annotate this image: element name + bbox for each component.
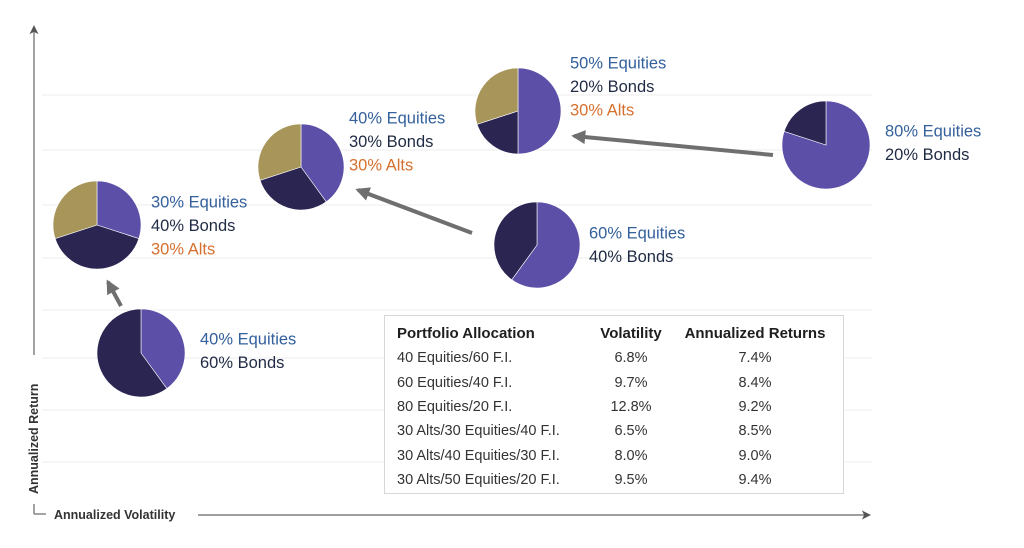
pie-label-equities: 60% Equities — [589, 224, 685, 242]
pie-slice-bonds — [96, 308, 168, 398]
arrow-60-40-to-40-30-30 — [355, 187, 473, 235]
pie-30-40-30 — [52, 180, 142, 270]
pie-label-equities: 50% Equities — [570, 54, 666, 72]
cell-allocation: 60 Equities/40 F.I. — [397, 374, 513, 391]
y-axis-title: Annualized Return — [27, 384, 41, 494]
pie-40-30-30 — [257, 123, 345, 211]
table-row: 40 Equities/60 F.I. 6.8% 7.4% — [397, 346, 835, 370]
table-row: 60 Equities/40 F.I. 9.7% 8.4% — [397, 370, 835, 394]
pie-80-20 — [781, 100, 871, 190]
cell-allocation: 30 Alts/40 Equities/30 F.I. — [397, 447, 560, 464]
pie-40-60 — [96, 308, 186, 398]
pie-label-equities: 30% Equities — [151, 193, 247, 211]
pie-label-bonds: 40% Bonds — [589, 248, 673, 266]
cell-allocation: 30 Alts/30 Equities/40 F.I. — [397, 423, 560, 440]
pie-slice-alts — [474, 67, 519, 125]
header-returns: Annualized Returns — [684, 324, 826, 342]
cell-returns: 9.4% — [738, 472, 772, 489]
pie-slice-equities — [517, 67, 562, 155]
cell-volatility: 12.8% — [610, 398, 652, 415]
transition-arrows — [106, 130, 774, 307]
stats-table: Portfolio Allocation Volatility Annualiz… — [397, 320, 835, 492]
cell-volatility: 9.7% — [614, 374, 648, 391]
cell-volatility: 6.8% — [614, 350, 648, 367]
cell-returns: 8.5% — [738, 423, 772, 440]
arrow-40-60-to-30-40-30 — [106, 279, 123, 307]
pie-label-bonds: 40% Bonds — [151, 217, 235, 235]
header-volatility: Volatility — [600, 324, 662, 342]
axes: Annualized Return Annualized Volatility — [27, 25, 871, 522]
pie-slice-equities — [140, 308, 186, 390]
table-row: 30 Alts/30 Equities/40 F.I. 6.5% 8.5% — [397, 419, 835, 443]
pie-slice-alts — [257, 123, 302, 181]
pie-label-bonds: 60% Bonds — [200, 354, 284, 372]
table-row: 80 Equities/20 F.I. 12.8% 9.2% — [397, 395, 835, 419]
pie-slice-equities — [511, 201, 581, 289]
pie-slice-bonds — [783, 100, 827, 146]
pie-label-alts: 30% Alts — [151, 240, 215, 258]
cell-returns: 7.4% — [738, 350, 772, 367]
cell-returns: 8.4% — [738, 374, 772, 391]
x-axis-title: Annualized Volatility — [54, 508, 175, 522]
cell-returns: 9.2% — [738, 398, 772, 415]
portfolio-pies: 40% Equities 60% Bonds 30% Equities 40% Bon… — [52, 54, 981, 398]
pie-slice-bonds — [476, 110, 519, 155]
pie-label-alts: 30% Alts — [349, 156, 413, 174]
pie-slice-bonds — [54, 224, 140, 270]
cell-volatility: 9.5% — [614, 472, 648, 489]
pie-label-alts: 30% Alts — [570, 101, 634, 119]
pie-slice-alts — [52, 180, 98, 239]
arrow-80-20-to-50-20-30 — [571, 130, 774, 157]
cell-volatility: 8.0% — [614, 447, 648, 464]
pie-label-bonds: 30% Bonds — [349, 133, 433, 151]
table-row: 30 Alts/50 Equities/20 F.I. 9.5% 9.4% — [397, 468, 835, 492]
pie-label-bonds: 20% Bonds — [570, 78, 654, 96]
pie-label-equities: 80% Equities — [885, 122, 981, 140]
cell-allocation: 80 Equities/20 F.I. — [397, 398, 513, 415]
pie-slice-equities — [96, 180, 142, 239]
pie-60-40 — [493, 201, 581, 289]
table-row: 30 Alts/40 Equities/30 F.I. 8.0% 9.0% — [397, 444, 835, 468]
stats-table-box: Portfolio Allocation Volatility Annualiz… — [384, 315, 844, 494]
pie-50-20-30 — [474, 67, 562, 155]
cell-allocation: 40 Equities/60 F.I. — [397, 350, 513, 367]
pie-label-bonds: 20% Bonds — [885, 146, 969, 164]
pie-label-equities: 40% Equities — [349, 109, 445, 127]
pie-label-equities: 40% Equities — [200, 330, 296, 348]
cell-allocation: 30 Alts/50 Equities/20 F.I. — [397, 472, 560, 489]
cell-volatility: 6.5% — [614, 423, 648, 440]
cell-returns: 9.0% — [738, 447, 772, 464]
pie-slice-bonds — [259, 166, 327, 211]
header-allocation: Portfolio Allocation — [397, 324, 535, 342]
pie-slice-bonds — [493, 201, 538, 281]
table-header-row: Portfolio Allocation Volatility Annualiz… — [397, 320, 835, 346]
pie-slice-equities — [300, 123, 345, 203]
